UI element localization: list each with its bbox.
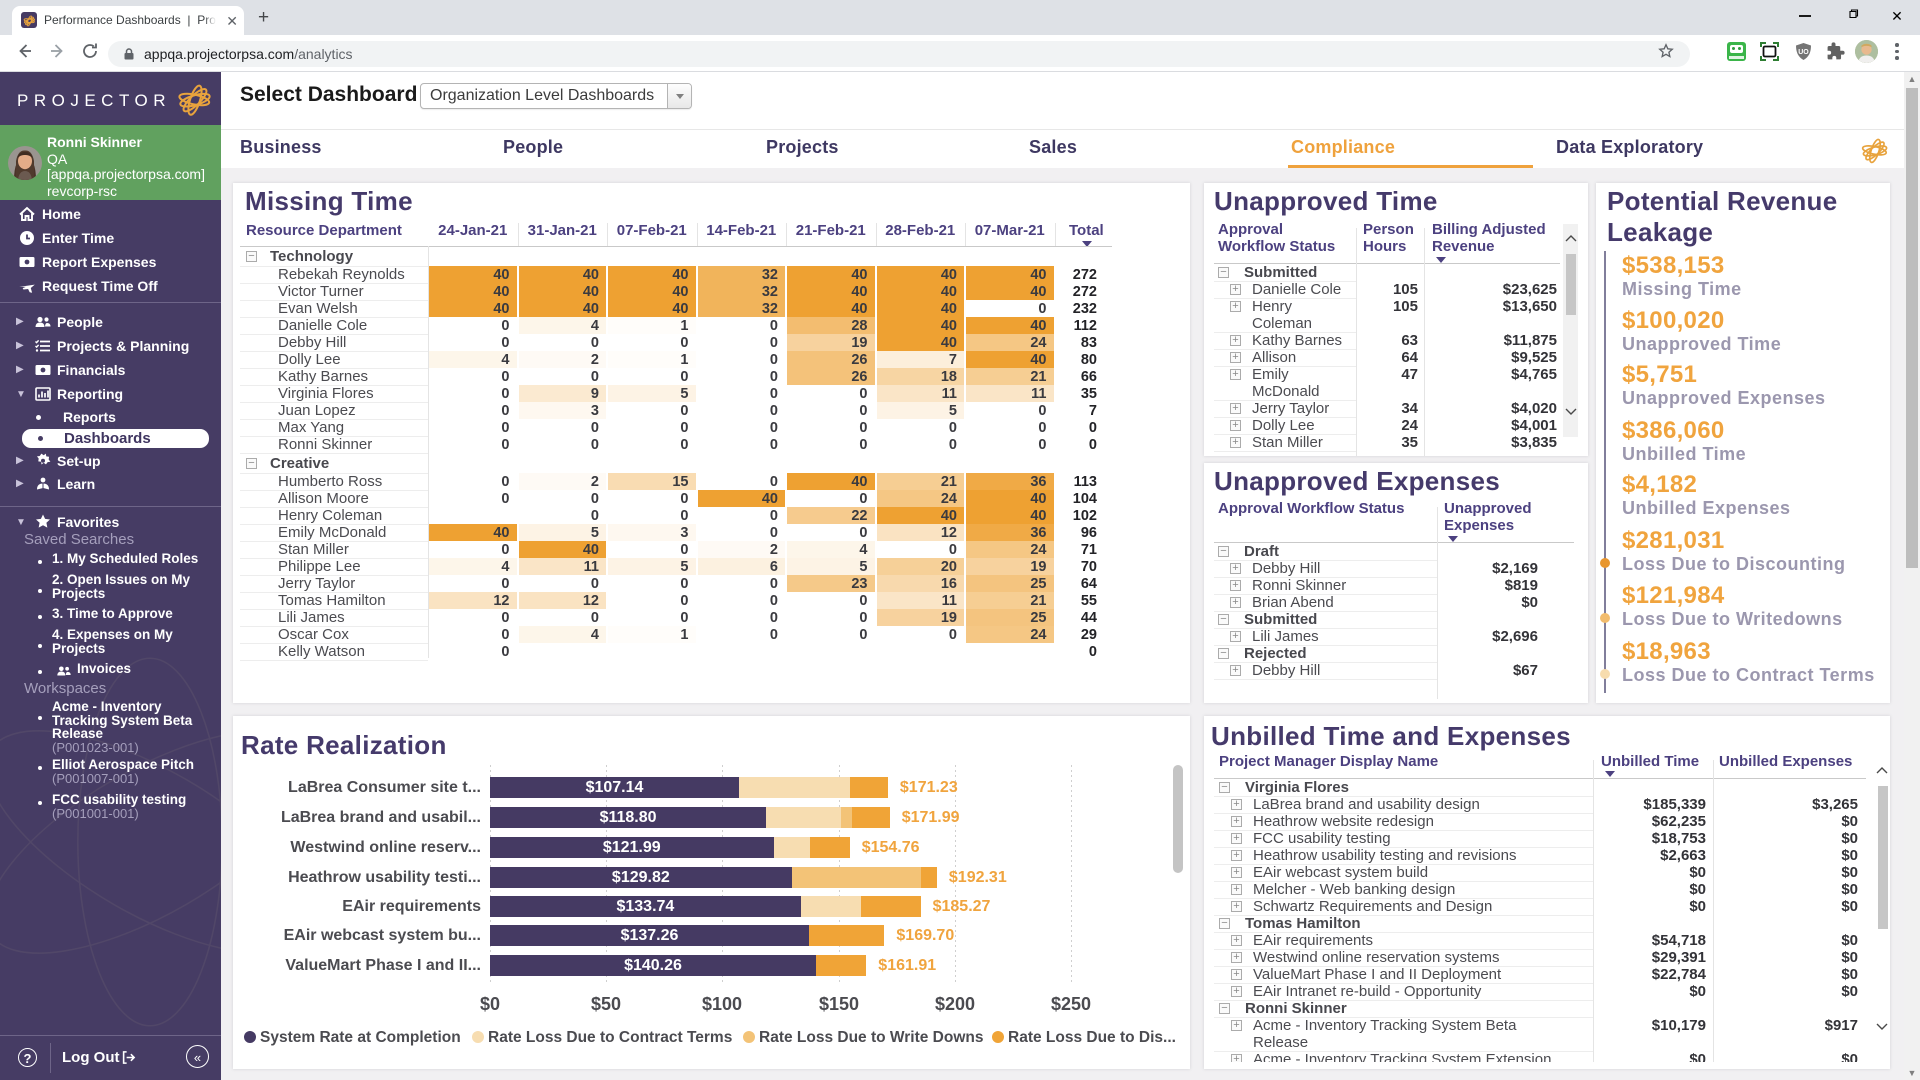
- svg-text:UO: UO: [1798, 49, 1809, 56]
